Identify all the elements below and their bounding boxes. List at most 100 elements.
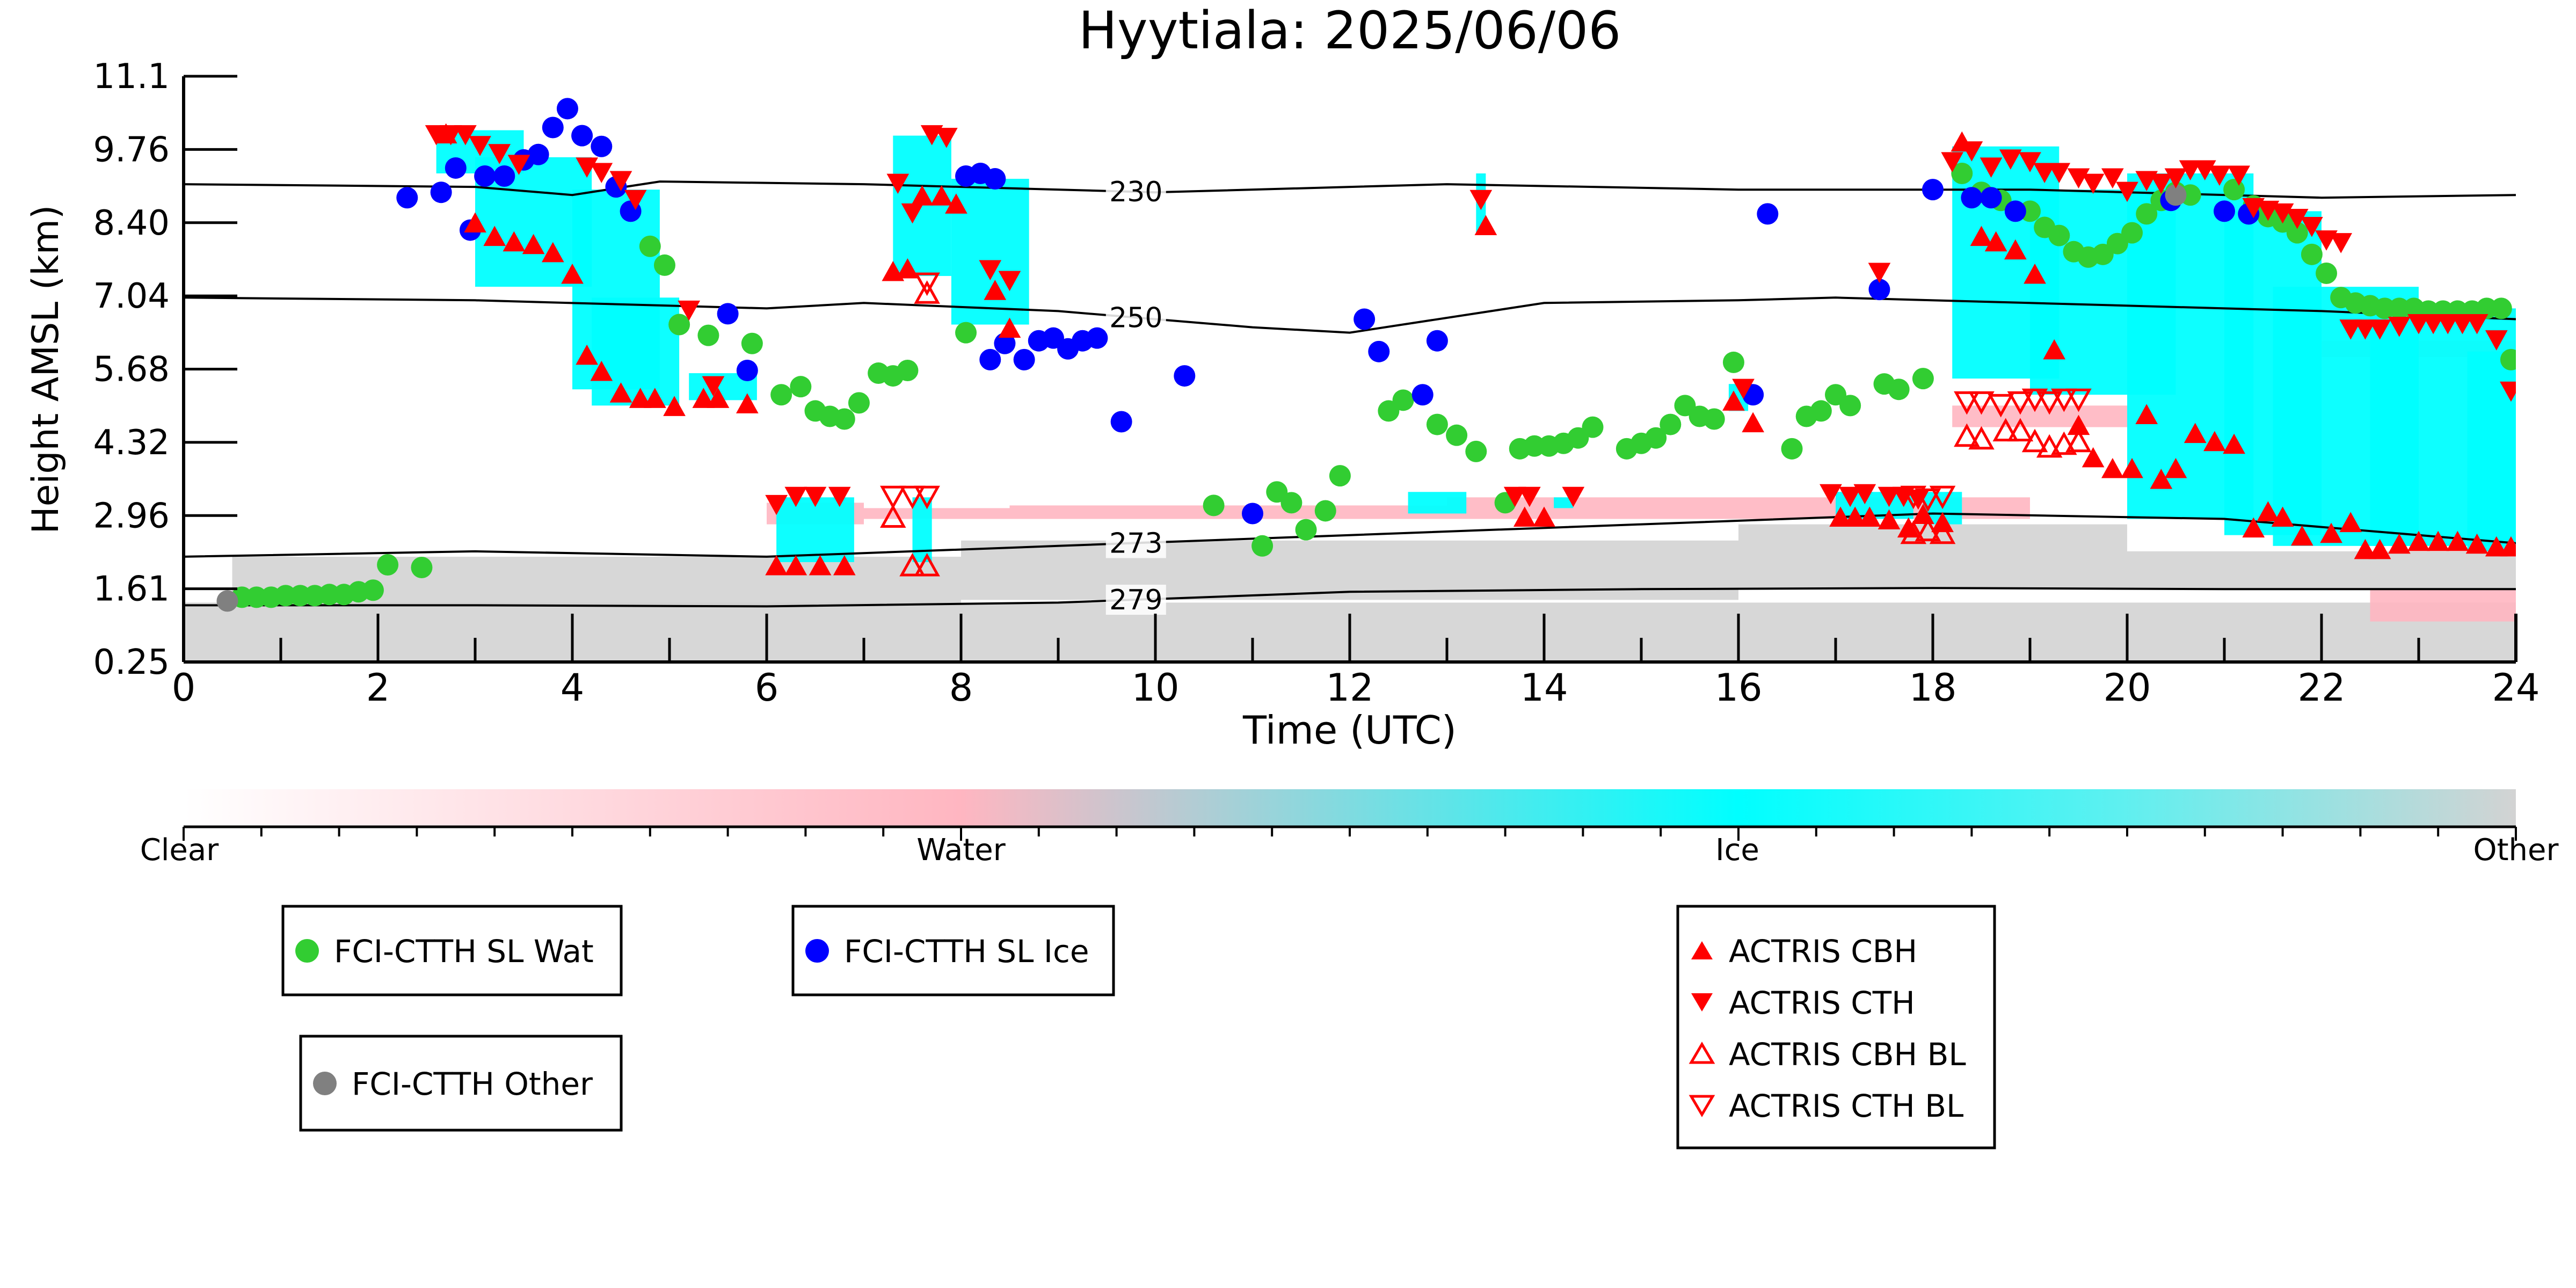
actris-cth-point-0 bbox=[425, 125, 448, 145]
fci-ctth-sl-ice-point-21 bbox=[1013, 348, 1035, 370]
actris-cth-bl-point-0 bbox=[880, 485, 906, 510]
fci-ctth-sl-ice-point-20 bbox=[994, 332, 1016, 354]
x-tick-label-12: 24 bbox=[2492, 666, 2539, 710]
actris-cbh-bl-point-12 bbox=[1900, 520, 1927, 544]
actris-cbh-point-26 bbox=[998, 317, 1021, 338]
water-region-5 bbox=[1952, 405, 2127, 427]
fci-ctth-sl-wat-point-73 bbox=[2136, 203, 2158, 225]
colorbar-ticks bbox=[183, 827, 2517, 841]
legend-box-fci-wat bbox=[281, 905, 623, 996]
actris-cth-point-13 bbox=[784, 486, 807, 507]
actris-cth-point-19 bbox=[935, 128, 958, 148]
actris-cth-point-21 bbox=[998, 271, 1021, 292]
fci-ctth-sl-ice-point-0 bbox=[396, 187, 418, 209]
actris-cth-point-61 bbox=[2368, 319, 2391, 340]
ice-region-5 bbox=[776, 497, 854, 562]
actris-cth-point-17 bbox=[901, 203, 924, 224]
actris-cbh-point-53 bbox=[2203, 431, 2226, 452]
actris-cth-bl-point-12 bbox=[1900, 485, 1927, 510]
actris-cbh-point-36 bbox=[1897, 517, 1920, 538]
actris-cth-point-20 bbox=[979, 260, 1002, 280]
actris-cth-bl-point-4 bbox=[1954, 391, 1980, 415]
actris-cth-point-58 bbox=[2330, 233, 2353, 253]
fci-ctth-sl-wat-point-22 bbox=[848, 392, 870, 414]
contour-250 bbox=[184, 296, 2516, 334]
actris-cbh-point-49 bbox=[2135, 404, 2158, 424]
legend-marker-actris-cbh bbox=[1691, 941, 1713, 959]
actris-cbh-point-50 bbox=[2150, 469, 2173, 489]
ice-region-10 bbox=[1554, 497, 1574, 508]
actris-cbh-point-4 bbox=[522, 234, 545, 254]
legend-actris: ACTRIS CBH ACTRIS CTH ACTRIS CBH BL ACTR… bbox=[1676, 905, 1996, 1149]
water-region-1 bbox=[864, 508, 1010, 519]
actris-cbh-bl-point-8 bbox=[2021, 428, 2048, 453]
actris-cth-point-30 bbox=[1878, 486, 1901, 507]
contour-label-279: 279 bbox=[1109, 584, 1162, 616]
y-tick-label-4: 5.68 bbox=[93, 350, 170, 390]
actris-cbh-point-23 bbox=[930, 185, 953, 206]
legend-marker-actris-cbh-bl bbox=[1689, 1042, 1715, 1064]
fci-ctth-sl-wat-point-56 bbox=[1810, 400, 1832, 422]
fci-ctth-sl-ice-point-34 bbox=[1757, 203, 1779, 225]
actris-cbh-point-34 bbox=[1858, 506, 1881, 527]
ice-region-7 bbox=[951, 179, 1029, 325]
actris-cbh-point-18 bbox=[809, 555, 832, 576]
legend-label-actris-cbh: ACTRIS CBH bbox=[1729, 933, 1917, 970]
fci-ctth-sl-ice-point-26 bbox=[1086, 327, 1108, 349]
actris-cth-point-43 bbox=[2101, 168, 2124, 189]
actris-cbh-point-19 bbox=[833, 555, 856, 576]
actris-cbh-point-67 bbox=[2465, 533, 2488, 554]
y-tick-label-0: 0.25 bbox=[93, 643, 170, 682]
fci-ctth-sl-ice-point-19 bbox=[979, 348, 1001, 370]
actris-cth-point-68 bbox=[2485, 330, 2508, 351]
fci-ctth-sl-wat-point-28 bbox=[1251, 535, 1274, 557]
fci-ctth-sl-ice-point-4 bbox=[474, 165, 496, 187]
fci-ctth-sl-ice-point-18 bbox=[984, 168, 1006, 190]
fci-ctth-sl-ice-point-5 bbox=[493, 165, 515, 187]
legend-box-fci-other bbox=[299, 1035, 623, 1132]
actris-cth-point-34 bbox=[1941, 152, 1964, 172]
actris-cbh-bl-point-14 bbox=[1929, 520, 1956, 544]
actris-cth-point-28 bbox=[1839, 486, 1861, 507]
actris-cth-point-37 bbox=[1999, 149, 2022, 170]
legend-label-actris-cth-bl: ACTRIS CTH BL bbox=[1729, 1088, 1963, 1124]
actris-cth-point-29 bbox=[1853, 484, 1876, 505]
legends: FCI-CTTH SL Wat FCI-CTTH SL Ice FCI-CTTH… bbox=[281, 905, 1996, 1149]
fci-ctth-sl-ice-point-1 bbox=[430, 181, 452, 203]
legend-fci-wat: FCI-CTTH SL Wat bbox=[281, 905, 623, 996]
contour-label-bg-273 bbox=[1105, 528, 1166, 558]
fci-ctth-sl-wat-point-37 bbox=[1446, 424, 1468, 446]
actris-cth-point-48 bbox=[2179, 160, 2202, 180]
colorbar-label-clear: Clear bbox=[140, 833, 219, 868]
fci-ctth-sl-wat-point-72 bbox=[2121, 222, 2143, 244]
fci-ctth-sl-ice-point-9 bbox=[556, 98, 578, 120]
legend-marker-fci-other bbox=[313, 1072, 337, 1095]
actris-cbh-point-10 bbox=[629, 388, 652, 408]
actris-cbh-point-5 bbox=[541, 242, 564, 263]
actris-cbh-point-8 bbox=[590, 361, 613, 381]
actris-cbh-bl-point-4 bbox=[1954, 423, 1980, 447]
fci-ctth-sl-ice-point-14 bbox=[717, 303, 739, 325]
actris-cbh-bl-point-6 bbox=[1992, 418, 2019, 442]
fci-ctth-sl-wat-point-16 bbox=[741, 332, 763, 354]
actris-cbh-bl-point-9 bbox=[2036, 434, 2063, 458]
legend-box-actris bbox=[1676, 905, 1996, 1149]
actris-cbh-bl-point-13 bbox=[1915, 518, 1941, 542]
y-tick-label-8: 11.1 bbox=[93, 57, 170, 97]
fci-ctth-sl-wat-point-10 bbox=[377, 554, 399, 576]
fci-ctth-sl-wat-point-13 bbox=[653, 254, 675, 276]
actris-cbh-point-6 bbox=[561, 264, 584, 284]
x-tick-label-8: 16 bbox=[1714, 666, 1762, 710]
contour-label-273: 273 bbox=[1109, 527, 1162, 559]
actris-cbh-point-11 bbox=[644, 388, 666, 408]
legend-label-fci-wat: FCI-CTTH SL Wat bbox=[334, 933, 594, 970]
actris-cth-point-15 bbox=[828, 486, 851, 507]
actris-cbh-point-14 bbox=[707, 388, 730, 408]
actris-cth-point-69 bbox=[2500, 381, 2516, 402]
ice-region-11 bbox=[1408, 492, 1467, 514]
chart-title: Hyytiala: 2025/06/06 bbox=[1079, 1, 1621, 61]
actris-cbh-point-21 bbox=[896, 258, 919, 279]
fci-ctth-sl-ice-point-2 bbox=[445, 157, 467, 179]
plot-area bbox=[184, 98, 2516, 662]
